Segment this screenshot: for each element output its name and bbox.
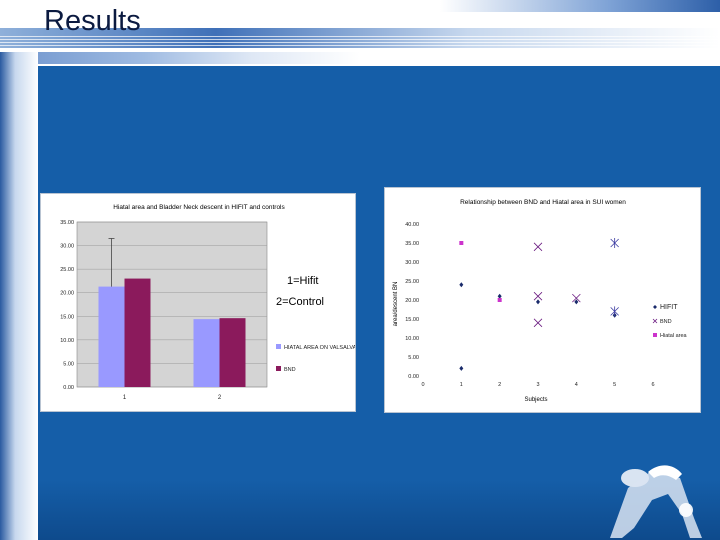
- scatter-point: [574, 299, 579, 305]
- bar-y-tick-label: 20.00: [60, 291, 74, 297]
- bar-y-tick-label: 5.00: [63, 361, 74, 367]
- bar-legend-label: HIATAL AREA ON VALSALVA: [284, 345, 355, 351]
- scatter-chart: Relationship between BND and Hiatal area…: [393, 199, 688, 403]
- bar-legend-swatch: [276, 344, 281, 349]
- scatter-point: [459, 365, 464, 371]
- bar-chart-panel: Hiatal area and Bladder Neck descent in …: [40, 193, 356, 412]
- header-stripes: [0, 36, 720, 48]
- scatter-point: [536, 299, 540, 305]
- bar-chart: Hiatal area and Bladder Neck descent in …: [60, 204, 355, 401]
- scatter-point: [533, 291, 543, 301]
- scatter-x-tick-label: 3: [536, 382, 539, 388]
- bar-y-tick-label: 30.00: [60, 244, 74, 250]
- scatter-legend-label: HIFIT: [660, 304, 678, 311]
- scatter-x-axis-label: Subjects: [524, 397, 547, 403]
- scatter-legend-label: BND: [660, 319, 672, 325]
- slide-header: Results: [0, 0, 720, 50]
- scatter-point: [533, 242, 543, 252]
- scatter-point: [533, 318, 543, 328]
- scatter-chart-panel: Relationship between BND and Hiatal area…: [384, 187, 701, 413]
- scatter-legend-label: Hiatal area: [660, 333, 688, 339]
- scatter-point: [572, 293, 581, 303]
- bar-y-tick-label: 15.00: [60, 314, 74, 320]
- bar: [219, 318, 246, 387]
- chart-overlay-label-hifit: 1=Hifit: [287, 275, 319, 287]
- bar-y-tick-label: 10.00: [60, 338, 74, 344]
- athlete-logo-icon: [610, 465, 702, 538]
- scatter-chart-title: Relationship between BND and Hiatal area…: [460, 199, 626, 206]
- scatter-y-tick-label: 40.00: [405, 222, 419, 228]
- bar-y-tick-label: 25.00: [60, 267, 74, 273]
- content-fade: [38, 480, 720, 540]
- scatter-y-tick-label: 10.00: [405, 336, 419, 342]
- bar-legend-label: BND: [284, 367, 296, 373]
- scatter-y-tick-label: 30.00: [405, 260, 419, 266]
- bar-chart-title: Hiatal area and Bladder Neck descent in …: [113, 204, 285, 211]
- scatter-y-tick-label: 35.00: [405, 241, 419, 247]
- scatter-point: [610, 306, 619, 317]
- scatter-x-tick-label: 1: [460, 382, 463, 388]
- bar: [124, 278, 151, 387]
- bar-x-tick-label: 2: [218, 395, 222, 401]
- header-subband: [0, 52, 720, 64]
- slide-title: Results: [44, 5, 141, 37]
- scatter-y-tick-label: 25.00: [405, 279, 419, 285]
- scatter-x-tick-label: 5: [613, 382, 616, 388]
- scatter-x-tick-label: 0: [421, 382, 424, 388]
- scatter-point: [459, 282, 464, 288]
- chart-overlay-label-control: 2=Control: [276, 296, 325, 308]
- scatter-legend-swatch: [653, 305, 657, 309]
- bar-legend-swatch: [276, 366, 281, 371]
- bar-x-tick-label: 1: [123, 395, 127, 401]
- bar-y-tick-label: 35.00: [60, 220, 74, 226]
- header-top-gradient: [440, 0, 720, 12]
- scatter-x-tick-label: 2: [498, 382, 501, 388]
- scatter-y-axis-label: area/descent BN: [393, 282, 399, 327]
- scatter-legend-swatch: [652, 318, 658, 324]
- scatter-x-tick-label: 4: [575, 382, 578, 388]
- scatter-point: [497, 293, 502, 299]
- bar: [193, 319, 220, 387]
- bar: [98, 286, 125, 387]
- scatter-x-tick-label: 6: [651, 382, 654, 388]
- left-bar: [0, 52, 38, 540]
- scatter-point: [459, 241, 464, 245]
- bar-y-tick-label: 0.00: [63, 385, 74, 391]
- scatter-point: [497, 298, 502, 302]
- scatter-y-tick-label: 15.00: [405, 317, 419, 323]
- scatter-y-tick-label: 0.00: [408, 374, 419, 380]
- scatter-point: [610, 238, 619, 248]
- scatter-y-tick-label: 20.00: [405, 298, 419, 304]
- scatter-legend-swatch: [653, 333, 657, 337]
- scatter-y-tick-label: 5.00: [408, 355, 419, 361]
